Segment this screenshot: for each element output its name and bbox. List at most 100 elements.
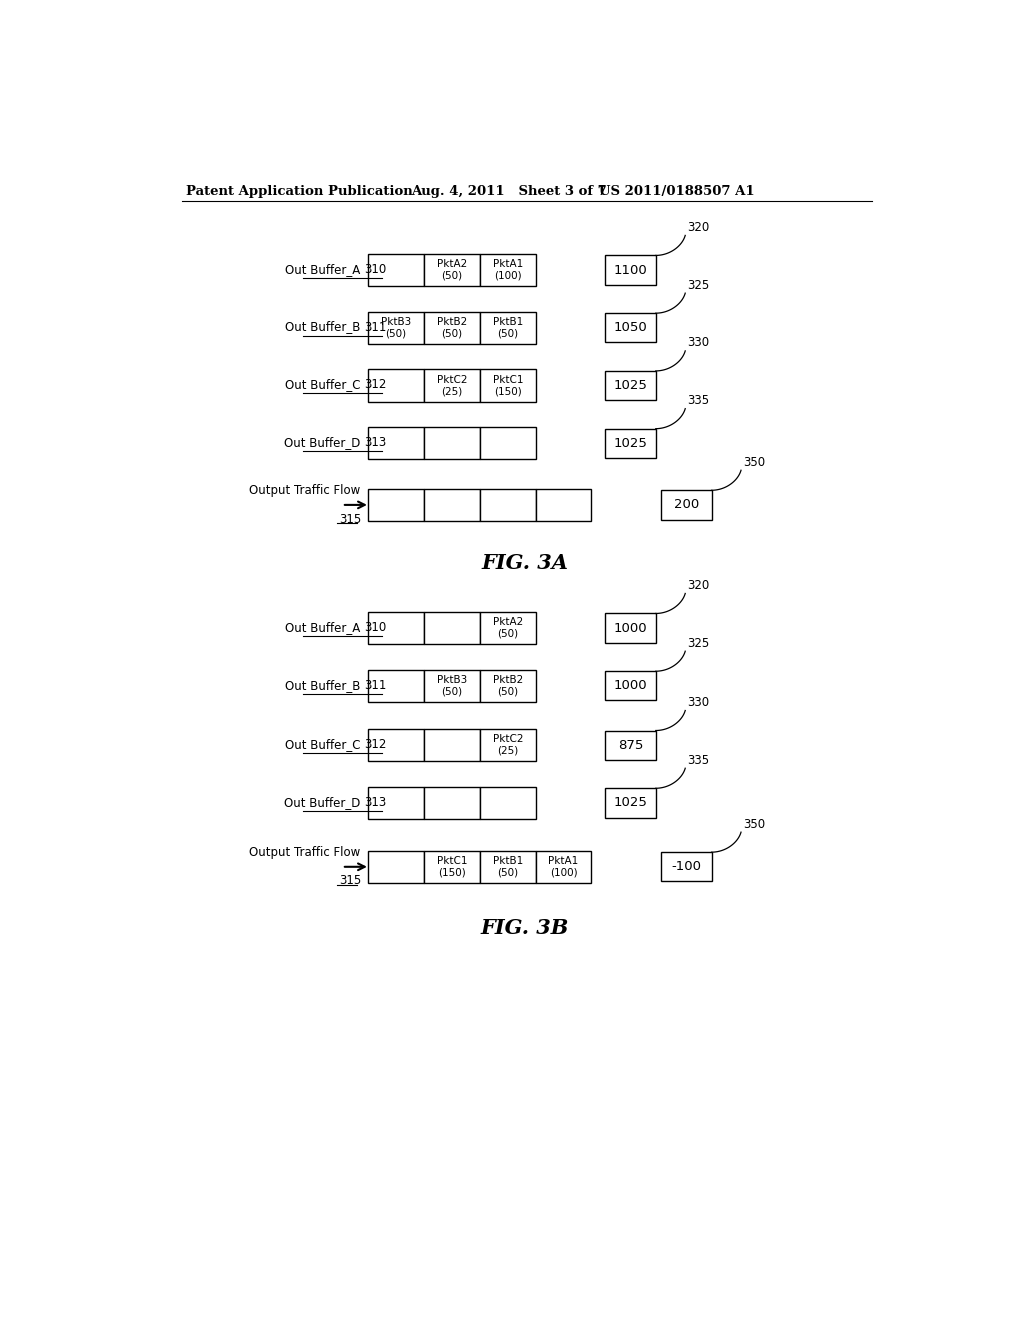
Bar bbox=[605, 256, 655, 285]
Text: -100: -100 bbox=[672, 861, 701, 874]
Text: 335: 335 bbox=[687, 754, 710, 767]
Text: Output Traffic Flow: Output Traffic Flow bbox=[249, 846, 360, 859]
Bar bbox=[536, 850, 592, 883]
Bar bbox=[424, 488, 480, 521]
Text: Out Buffer_D: Out Buffer_D bbox=[284, 796, 360, 809]
Bar bbox=[424, 850, 480, 883]
Text: Out Buffer_A: Out Buffer_A bbox=[286, 263, 360, 276]
Bar bbox=[662, 490, 712, 520]
Text: PktC1
(150): PktC1 (150) bbox=[493, 375, 523, 396]
Bar bbox=[424, 612, 480, 644]
Bar bbox=[424, 253, 480, 286]
Bar bbox=[369, 669, 424, 702]
Text: 1050: 1050 bbox=[613, 321, 647, 334]
Text: Out Buffer_C: Out Buffer_C bbox=[285, 738, 360, 751]
Bar bbox=[605, 429, 655, 458]
Text: PktA1
(100): PktA1 (100) bbox=[549, 855, 579, 878]
Text: PktB1
(50): PktB1 (50) bbox=[493, 855, 523, 878]
Text: 330: 330 bbox=[687, 696, 710, 709]
Text: 1000: 1000 bbox=[613, 622, 647, 635]
Text: PktB3
(50): PktB3 (50) bbox=[381, 317, 412, 339]
Text: FIG. 3A: FIG. 3A bbox=[481, 553, 568, 573]
Text: FIG. 3B: FIG. 3B bbox=[480, 919, 569, 939]
Bar bbox=[424, 787, 480, 818]
Bar bbox=[480, 612, 536, 644]
Text: Output Traffic Flow: Output Traffic Flow bbox=[249, 484, 360, 498]
Text: 311: 311 bbox=[365, 321, 387, 334]
Text: PktC2
(25): PktC2 (25) bbox=[493, 734, 523, 756]
Text: 310: 310 bbox=[365, 620, 387, 634]
Text: 320: 320 bbox=[687, 220, 710, 234]
Text: 1000: 1000 bbox=[613, 680, 647, 693]
Text: 325: 325 bbox=[687, 279, 710, 292]
Text: 1100: 1100 bbox=[613, 264, 647, 277]
Text: PktA1
(100): PktA1 (100) bbox=[493, 259, 523, 281]
Text: PktC2
(25): PktC2 (25) bbox=[436, 375, 467, 396]
Bar bbox=[369, 428, 424, 459]
Text: 311: 311 bbox=[365, 678, 387, 692]
Bar bbox=[605, 671, 655, 701]
Bar bbox=[605, 730, 655, 760]
Text: 320: 320 bbox=[687, 579, 710, 591]
Bar bbox=[424, 312, 480, 345]
Text: 1025: 1025 bbox=[613, 379, 647, 392]
Text: PktB1
(50): PktB1 (50) bbox=[493, 317, 523, 339]
Bar bbox=[480, 669, 536, 702]
Bar bbox=[424, 428, 480, 459]
Bar bbox=[369, 850, 424, 883]
Bar bbox=[480, 787, 536, 818]
Text: 330: 330 bbox=[687, 337, 710, 350]
Text: 313: 313 bbox=[365, 436, 387, 449]
Bar bbox=[480, 370, 536, 401]
Text: 313: 313 bbox=[365, 796, 387, 809]
Bar bbox=[424, 669, 480, 702]
Text: 350: 350 bbox=[743, 455, 766, 469]
Text: 312: 312 bbox=[365, 379, 387, 391]
Bar bbox=[369, 488, 424, 521]
Bar bbox=[480, 428, 536, 459]
Text: PktB2
(50): PktB2 (50) bbox=[493, 675, 523, 697]
Text: Patent Application Publication: Patent Application Publication bbox=[186, 185, 413, 198]
Bar bbox=[424, 370, 480, 401]
Bar bbox=[369, 312, 424, 345]
Text: 312: 312 bbox=[365, 738, 387, 751]
Bar bbox=[605, 371, 655, 400]
Bar bbox=[369, 370, 424, 401]
Bar bbox=[369, 612, 424, 644]
Bar bbox=[480, 312, 536, 345]
Bar bbox=[369, 729, 424, 762]
Text: 200: 200 bbox=[674, 499, 699, 511]
Bar bbox=[605, 614, 655, 643]
Text: 335: 335 bbox=[687, 395, 710, 407]
Text: 1025: 1025 bbox=[613, 796, 647, 809]
Bar bbox=[480, 488, 536, 521]
Bar bbox=[369, 787, 424, 818]
Text: US 2011/0188507 A1: US 2011/0188507 A1 bbox=[599, 185, 755, 198]
Text: 315: 315 bbox=[339, 512, 361, 525]
Text: 310: 310 bbox=[365, 263, 387, 276]
Text: PktB3
(50): PktB3 (50) bbox=[437, 675, 467, 697]
Bar bbox=[605, 313, 655, 342]
Text: Out Buffer_A: Out Buffer_A bbox=[286, 620, 360, 634]
Text: 325: 325 bbox=[687, 636, 710, 649]
Bar bbox=[536, 488, 592, 521]
Bar bbox=[605, 788, 655, 817]
Text: Out Buffer_C: Out Buffer_C bbox=[285, 379, 360, 391]
Bar bbox=[424, 729, 480, 762]
Bar bbox=[369, 253, 424, 286]
Text: PktA2
(50): PktA2 (50) bbox=[437, 259, 467, 281]
Text: 1025: 1025 bbox=[613, 437, 647, 450]
Text: 350: 350 bbox=[743, 817, 766, 830]
Text: Out Buffer_B: Out Buffer_B bbox=[285, 678, 360, 692]
Text: PktC1
(150): PktC1 (150) bbox=[436, 855, 467, 878]
Bar bbox=[662, 853, 712, 882]
Bar bbox=[480, 729, 536, 762]
Text: 875: 875 bbox=[617, 739, 643, 751]
Text: Out Buffer_B: Out Buffer_B bbox=[285, 321, 360, 334]
Bar bbox=[480, 253, 536, 286]
Text: PktB2
(50): PktB2 (50) bbox=[437, 317, 467, 339]
Text: Aug. 4, 2011   Sheet 3 of 7: Aug. 4, 2011 Sheet 3 of 7 bbox=[411, 185, 606, 198]
Bar bbox=[480, 850, 536, 883]
Text: Out Buffer_D: Out Buffer_D bbox=[284, 436, 360, 449]
Text: 315: 315 bbox=[339, 875, 361, 887]
